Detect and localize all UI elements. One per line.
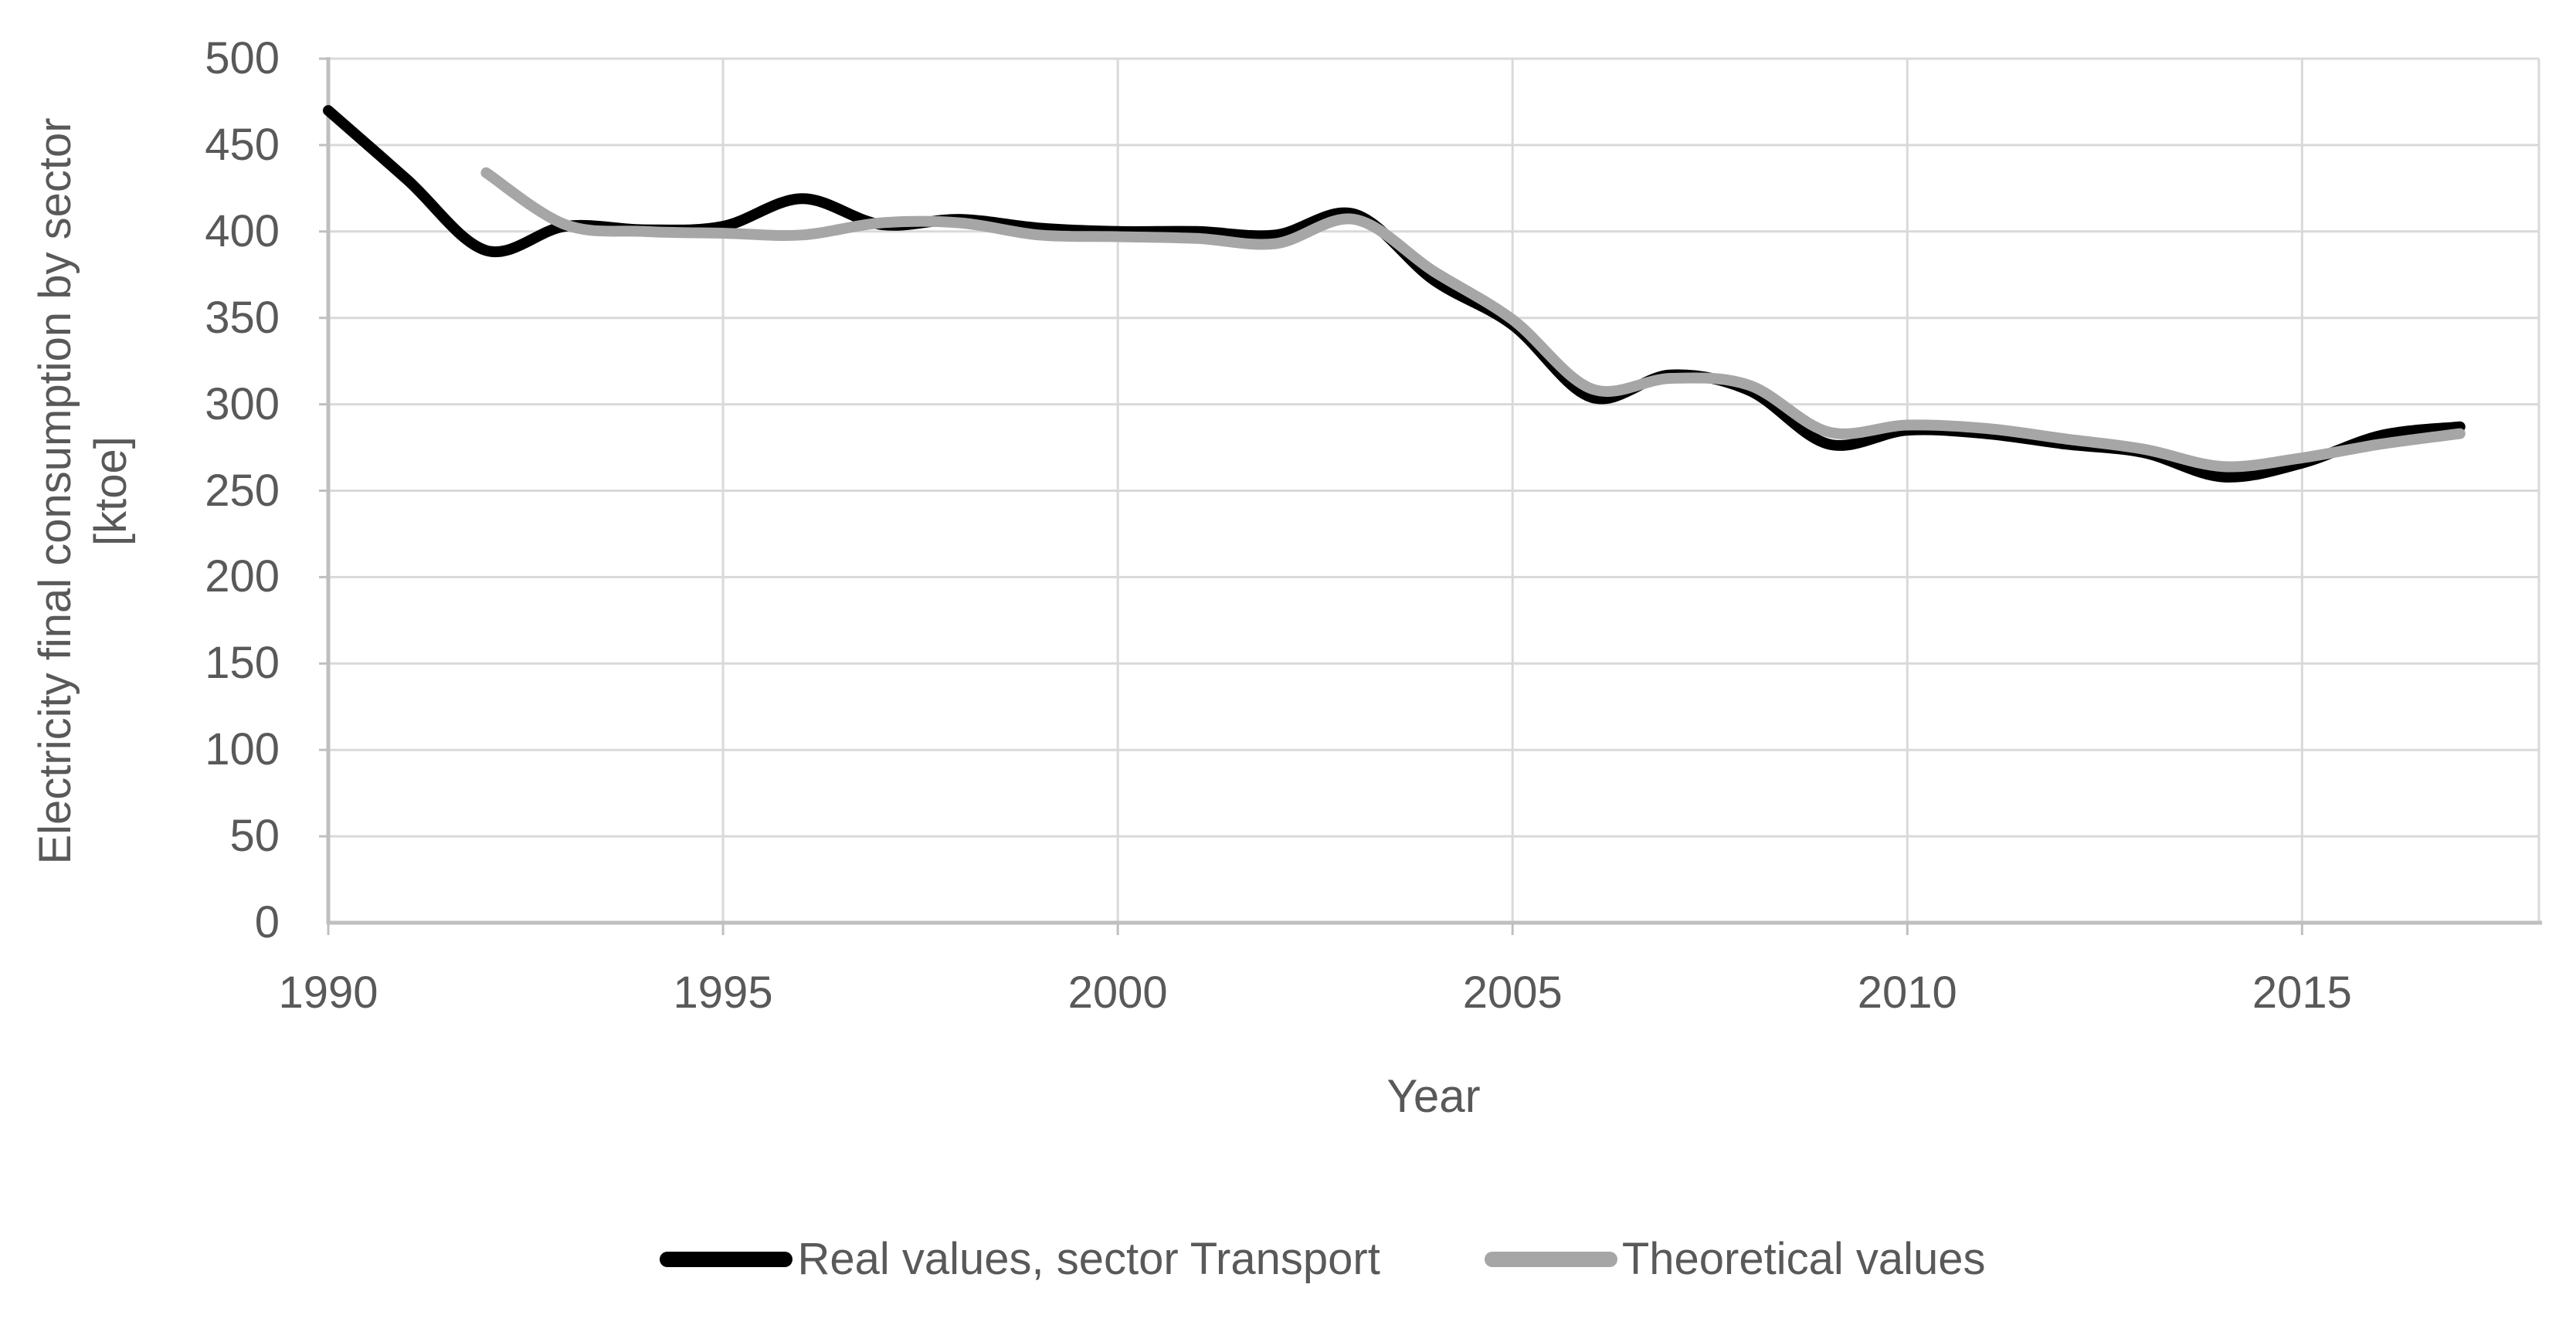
y-tick-label: 200 — [205, 551, 280, 602]
y-tick-label: 500 — [205, 33, 280, 83]
x-tick-label: 2000 — [1067, 968, 1168, 1018]
series-theoretical-line — [480, 167, 2466, 473]
y-tick-label: 100 — [205, 724, 280, 775]
y-axis-title-line2: [ktoe] — [86, 436, 136, 546]
series-real-line — [323, 105, 2466, 483]
legend: Real values, sector Transport Theoretica… — [70, 1232, 2576, 1286]
y-tick-label: 450 — [205, 119, 280, 170]
legend-item-real-values: Real values, sector Transport — [660, 1234, 1380, 1285]
y-tick-label: 250 — [205, 465, 280, 516]
x-tick-label: 2010 — [1857, 968, 1957, 1018]
y-axis-title-line1: Electricity final consumption by sector — [30, 117, 80, 865]
y-tick-label: 50 — [229, 811, 280, 862]
series-lines — [323, 105, 2466, 483]
y-axis-title: Electricity final consumption by sector … — [28, 0, 139, 1032]
y-tick-label: 350 — [205, 292, 280, 343]
y-tick-label: 300 — [205, 378, 280, 429]
x-axis-title: Year — [1386, 1070, 1481, 1122]
legend-label-real: Real values, sector Transport — [797, 1234, 1380, 1284]
y-tick-label: 400 — [205, 205, 280, 256]
legend-line-sample-real — [660, 1252, 793, 1267]
y-tick-label: 150 — [205, 638, 280, 689]
x-tick-label: 2015 — [2252, 968, 2352, 1018]
legend-line-sample-theoretical — [1484, 1252, 1617, 1267]
y-tick-label: 0 — [254, 897, 280, 947]
x-tick-label: 1990 — [278, 968, 378, 1018]
x-tick-label: 1995 — [673, 968, 773, 1018]
legend-item-theoretical-values: Theoretical values — [1484, 1234, 1986, 1285]
legend-label-theoretical: Theoretical values — [1621, 1234, 1986, 1284]
x-tick-label: 2005 — [1462, 968, 1563, 1018]
gridlines — [319, 57, 2540, 935]
axis-lines — [326, 57, 2542, 925]
